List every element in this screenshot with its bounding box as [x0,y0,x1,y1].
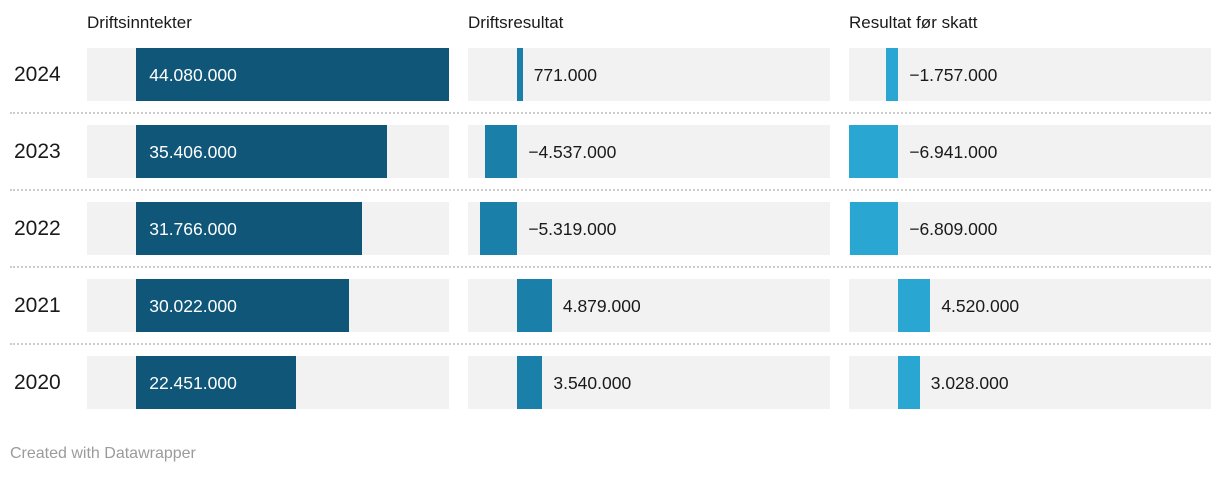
year-label: 2021 [14,294,61,317]
chart-footer: Created with Datawrapper [10,445,1211,463]
value-label: −6.809.000 [909,219,998,239]
row-separator [10,343,1211,345]
bar-track: −1.757.000 [849,48,1211,101]
row-separator [10,189,1211,191]
bar [136,279,350,332]
column-header-resultat-for-skatt: Resultat før skatt [849,13,978,32]
value-label: 44.080.000 [149,65,237,85]
value-label: 4.520.000 [941,296,1020,316]
year-label: 2024 [14,63,61,86]
row-separator [10,112,1211,114]
bar [485,125,518,178]
bar [849,202,899,255]
bar-track: 771.000 [468,48,830,101]
bar [885,48,899,101]
value-label: 4.879.000 [562,296,641,316]
datawrapper-credit-link[interactable]: Created with Datawrapper [10,445,196,462]
bar-track: −4.537.000 [468,125,830,178]
year-label: 2023 [14,140,61,163]
bar [849,125,899,178]
bar-track: 35.406.000 [87,125,449,178]
chart-rows: 2024 44.080.000 771.000 −1.757.000 2023 35.40… [10,48,1211,409]
bar-track: 3.028.000 [849,356,1211,409]
bar-track: 22.451.000 [87,356,449,409]
chart-row: 2024 44.080.000 771.000 −1.757.000 [10,48,1211,101]
value-label: 35.406.000 [149,142,237,162]
bar-chart-table: Driftsinntekter Driftsresultat Resultat … [10,12,1211,463]
value-label: 30.022.000 [149,296,237,316]
bar-track: −6.941.000 [849,125,1211,178]
bar [136,356,296,409]
value-label: 3.540.000 [553,373,632,393]
chart-row: 2021 30.022.000 4.879.000 4.520.000 [10,279,1211,332]
row-separator [10,266,1211,268]
bar [517,48,523,101]
column-header-driftsinntekter: Driftsinntekter [87,13,192,32]
bar-track: 3.540.000 [468,356,830,409]
bar [898,356,920,409]
value-label: 22.451.000 [149,373,237,393]
value-label: −4.537.000 [528,142,617,162]
bar-track: 44.080.000 [87,48,449,101]
bar [517,279,552,332]
year-label: 2020 [14,371,61,394]
year-column-spacer [10,12,68,34]
bar-track: 31.766.000 [87,202,449,255]
bar [898,279,931,332]
chart-row: 2020 22.451.000 3.540.000 3.028.000 [10,356,1211,409]
bar [479,202,518,255]
value-label: −6.941.000 [909,142,998,162]
bar-track: 4.879.000 [468,279,830,332]
bar [136,125,388,178]
bar-track: 30.022.000 [87,279,449,332]
bar [136,48,449,101]
bar-track: −6.809.000 [849,202,1211,255]
year-label: 2022 [14,217,61,240]
chart-row: 2022 31.766.000 −5.319.000 −6.809.000 [10,202,1211,255]
chart-row: 2023 35.406.000 −4.537.000 −6.941.000 [10,125,1211,178]
bar-track: −5.319.000 [468,202,830,255]
value-label: 31.766.000 [149,219,237,239]
value-label: −1.757.000 [909,65,998,85]
column-headers: Driftsinntekter Driftsresultat Resultat … [10,12,1211,34]
bar [517,356,543,409]
value-label: −5.319.000 [528,219,617,239]
value-label: 3.028.000 [930,373,1009,393]
bar [136,202,362,255]
value-label: 771.000 [533,65,597,85]
bar-track: 4.520.000 [849,279,1211,332]
column-header-driftsresultat: Driftsresultat [468,13,564,32]
